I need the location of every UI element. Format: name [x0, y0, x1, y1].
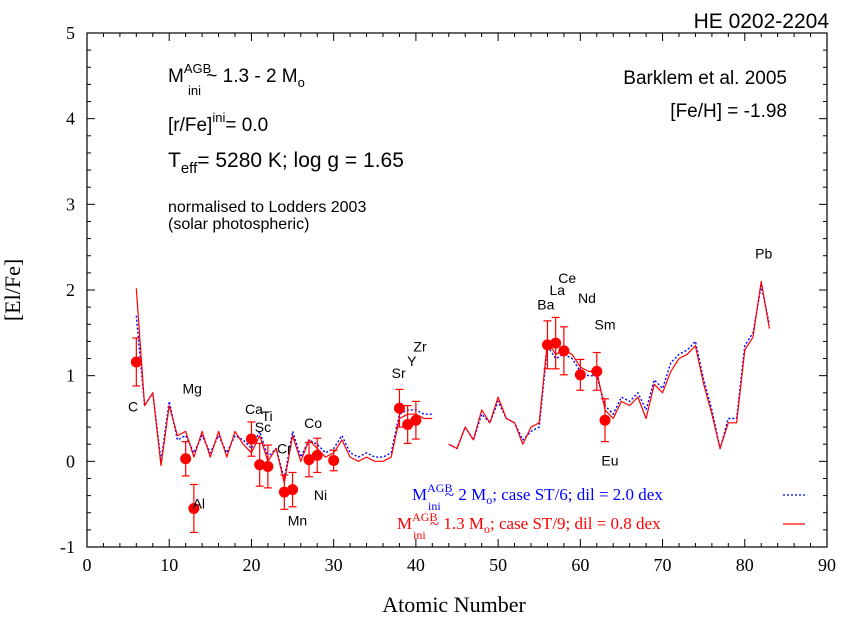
element-label-mg: Mg [183, 381, 202, 397]
obs-mn-point [287, 484, 299, 496]
legend-red-rest: ~ 1.3 M [426, 514, 484, 533]
reference-annotation: Barklem et al. 2005 [623, 68, 787, 89]
x-tick-label: 40 [407, 555, 425, 575]
mass-sun-sub: o [298, 75, 305, 90]
obs-nd-point [574, 369, 586, 381]
element-label-la: La [550, 282, 566, 298]
model-lines [135, 280, 771, 484]
axes: 0 10 20 30 40 50 60 70 80 90 -1 0 1 2 3 4 5 [60, 23, 836, 575]
metallicity-annotation: [Fe/H] = -1.98 [670, 101, 787, 122]
model-line-blue-segment-2 [448, 285, 771, 450]
legend-red-sup: AGB [412, 510, 437, 524]
rfe-prefix: [r/Fe] [168, 115, 212, 136]
obs-zr-point [410, 414, 422, 426]
legend-blue-sup: AGB [427, 481, 452, 495]
mass-prefix: M [168, 66, 184, 87]
element-label-eu: Eu [601, 453, 618, 469]
obs-eu-point [599, 414, 611, 426]
teff-annotation: Teff= 5280 K; log g = 1.65 [168, 149, 404, 177]
x-tick-label: 50 [489, 555, 507, 575]
y-axis-label: [El/Fe] [0, 259, 25, 321]
rfe-annotation: [r/Fe]ini= 0.0 [168, 110, 268, 136]
element-label-ni: Ni [314, 487, 327, 503]
legend-blue-sun-sub: o [486, 493, 492, 507]
rfe-value: = 0.0 [225, 115, 268, 136]
x-tick-label: 80 [736, 555, 754, 575]
mass-annotation: MAGB ini ~ 1.3 - 2 Mo [168, 61, 305, 98]
legend-red-sun-sub: o [484, 522, 490, 536]
teff-prefix: T [168, 149, 181, 172]
teff-sub: eff [181, 160, 198, 177]
obs-sc-point [254, 459, 266, 471]
element-label-mn: Mn [288, 513, 307, 529]
obs-zn-point [328, 454, 340, 466]
obs-co-point [303, 454, 315, 466]
obs-sm-point [591, 365, 603, 377]
obs-ba-point [541, 339, 553, 351]
rfe-sup: ini [212, 110, 225, 125]
element-label-sc: Sc [255, 419, 271, 435]
y-tick-label: 5 [66, 23, 75, 43]
y-tick-label: -1 [60, 537, 75, 557]
element-label-ti: Ti [261, 408, 272, 424]
legend-blue-prefix: M [412, 485, 427, 504]
x-tick-label: 20 [242, 555, 260, 575]
element-label-ba: Ba [537, 297, 554, 313]
y-tick-label: 2 [66, 280, 75, 300]
y-tick-label: 4 [66, 109, 75, 129]
obs-mg-point [180, 453, 192, 465]
element-label-al: Al [193, 495, 205, 511]
element-label-nd: Nd [578, 290, 596, 306]
legend-entry-red: MAGB ini ~ 1.3 Mo; case ST/9; dil = 0.8 d… [397, 510, 661, 542]
teff-value: = 5280 K; log g = 1.65 [197, 149, 404, 172]
legend-entry-blue: MAGB ini ~ 2 Mo; case ST/6; dil = 2.0 dex [412, 481, 663, 513]
legend-blue-case: ; case ST/6; dil = 2.0 dex [492, 485, 663, 504]
y-tick-label: 1 [66, 366, 75, 386]
normalisation-line-1: normalised to Lodders 2003 [168, 199, 366, 216]
x-tick-label: 10 [160, 555, 178, 575]
mass-sup: AGB [184, 61, 211, 76]
legend-red-case: ; case ST/9; dil = 0.8 dex [490, 514, 661, 533]
obs-ti-point [262, 460, 274, 472]
mass-sub: ini [188, 83, 201, 98]
y-tick-label: 0 [66, 451, 75, 471]
x-tick-label: 0 [83, 555, 92, 575]
legend-blue-sub: ini [428, 499, 441, 513]
element-label-cr: Cr [277, 441, 292, 457]
element-label-sr: Sr [392, 365, 406, 381]
obs-ce-point [558, 345, 570, 357]
element-label-c: C [128, 399, 138, 415]
legend: MAGB ini ~ 2 Mo; case ST/6; dil = 2.0 dex… [397, 481, 805, 542]
element-label-ce: Ce [558, 270, 576, 286]
model-line-red-segment-2 [448, 280, 770, 450]
mass-value: ~ 1.3 - 2 M [201, 66, 298, 87]
obs-c-point [130, 356, 142, 368]
legend-blue-rest: ~ 2 M [441, 485, 487, 504]
observations [130, 316, 611, 534]
x-tick-label: 90 [818, 555, 836, 575]
x-tick-label: 30 [325, 555, 343, 575]
chart-title: HE 0202-2204 [694, 10, 830, 33]
x-tick-label: 60 [571, 555, 589, 575]
obs-ni-point [311, 449, 323, 461]
element-label-y: Y [407, 353, 417, 369]
obs-al-point [188, 502, 200, 514]
obs-sr-point [393, 402, 405, 414]
y-tick-label: 3 [66, 194, 75, 214]
obs-la-point [550, 337, 562, 349]
element-label-co: Co [304, 415, 322, 431]
normalisation-line-2: (solar photospheric) [168, 216, 309, 233]
legend-red-prefix: M [397, 514, 412, 533]
element-label-zr: Zr [413, 339, 427, 355]
x-axis-label: Atomic Number [382, 592, 526, 617]
element-label-ca: Ca [245, 401, 263, 417]
element-label-sm: Sm [595, 316, 616, 332]
obs-ca-point [245, 433, 257, 445]
x-tick-label: 70 [654, 555, 672, 575]
element-label-pb: Pb [755, 245, 772, 261]
obs-y-point [402, 418, 414, 430]
legend-red-sub: ini [413, 528, 426, 542]
